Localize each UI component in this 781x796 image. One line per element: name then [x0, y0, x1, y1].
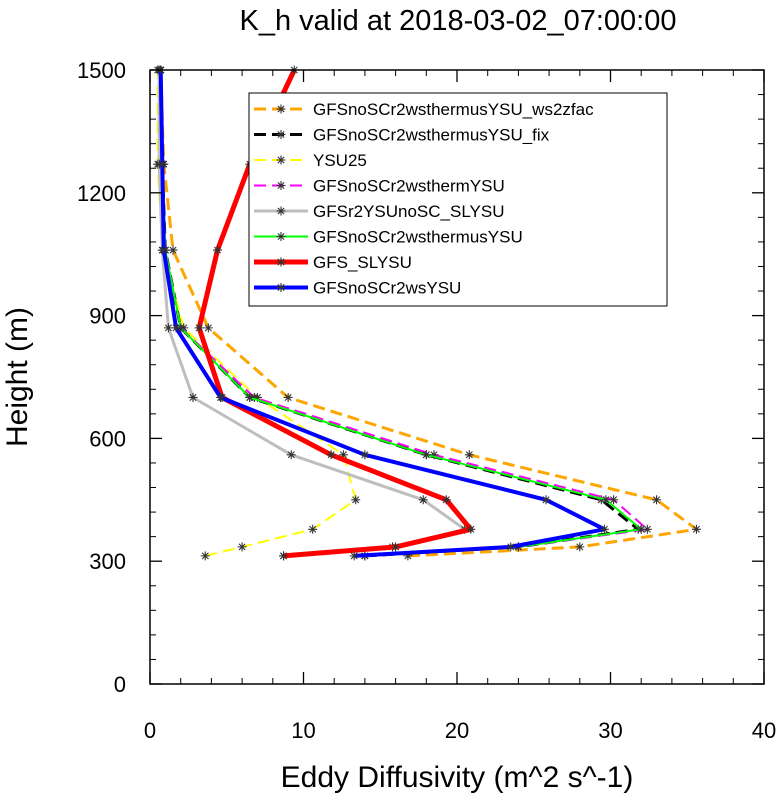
legend-entry: GFSnoSCr2wsYSU: [254, 279, 461, 298]
data-point: [171, 323, 181, 333]
data-point: [429, 450, 439, 460]
legend-entry: GFSnoSCr2wsthermusYSU_fix: [254, 126, 550, 145]
x-axis-title: Eddy Diffusivity (m^2 s^-1): [281, 761, 634, 794]
data-point: [575, 542, 585, 552]
data-point: [642, 524, 652, 534]
series-line: [158, 69, 607, 558]
data-point: [308, 524, 318, 534]
data-point: [360, 450, 370, 460]
y-tick-label: 0: [114, 672, 126, 697]
legend-marker: [276, 130, 286, 139]
data-point: [213, 245, 223, 255]
x-tick-label: 20: [445, 718, 469, 743]
legend-marker: [276, 257, 286, 267]
data-point: [464, 450, 474, 460]
legend-entry: GFSnoSCr2wsthermusYSU_ws2zfac: [254, 100, 594, 119]
data-point: [349, 551, 359, 561]
data-point: [279, 551, 289, 561]
legend-entry: GFSnoSCr2wsthermYSU: [254, 177, 505, 196]
data-point: [691, 524, 701, 534]
data-point: [168, 245, 178, 255]
data-point: [194, 323, 204, 333]
legend-marker: [276, 104, 286, 114]
plot-area: [153, 65, 701, 561]
y-tick-label: 900: [89, 304, 126, 329]
x-tick-label: 0: [144, 718, 156, 743]
series-line: [156, 70, 357, 557]
series-line: [196, 68, 474, 559]
axis-ticks: 0 10 20 30 40 0 300 600 900 1200 1500: [77, 58, 776, 743]
data-point: [159, 245, 169, 255]
data-point: [245, 392, 255, 402]
data-point: [176, 323, 186, 333]
data-point: [506, 542, 516, 552]
data-point: [351, 495, 361, 505]
data-point: [403, 551, 413, 561]
legend: GFSnoSCr2wsthermusYSU_ws2zfac GFSnoSCr2ws…: [248, 92, 668, 307]
y-tick-label: 1200: [77, 181, 126, 206]
y-tick-label: 1500: [77, 58, 126, 83]
x-tick-label: 10: [291, 718, 315, 743]
legend-label: GFSnoSCr2wsthermYSU: [313, 177, 505, 196]
data-point: [599, 524, 609, 534]
legend-label: GFSnoSCr2wsthermusYSU: [313, 228, 523, 247]
legend-marker: [276, 155, 286, 165]
chart-title: K_h valid at 2018-03-02_07:00:00: [240, 5, 677, 37]
data-point: [237, 542, 247, 552]
x-tick-label: 40: [752, 718, 776, 743]
legend-marker: [276, 181, 286, 190]
data-point: [421, 450, 431, 460]
data-point: [338, 450, 348, 460]
legend-label: GFSr2YSUnoSC_SLYSU: [313, 202, 504, 221]
data-point: [466, 524, 476, 534]
legend-marker: [276, 232, 286, 241]
legend-marker: [276, 206, 286, 216]
legend-label: YSU25: [313, 151, 367, 170]
legend-entry: YSU25: [254, 151, 367, 170]
data-point: [596, 495, 606, 505]
data-point: [157, 159, 167, 169]
y-tick-label: 600: [89, 426, 126, 451]
data-point: [441, 495, 451, 505]
data-point: [216, 392, 226, 402]
legend-marker: [276, 283, 286, 292]
y-tick-label: 300: [89, 549, 126, 574]
legend-label: GFS_SLYSU: [313, 253, 412, 272]
legend-label: GFSnoSCr2wsthermusYSU_ws2zfac: [313, 100, 594, 119]
data-point: [249, 392, 259, 402]
legend-box: [248, 92, 668, 307]
legend-label: GFSnoSCr2wsYSU: [313, 279, 461, 298]
data-point: [391, 542, 401, 552]
data-point: [286, 450, 296, 460]
data-point: [163, 323, 173, 333]
data-point: [418, 495, 428, 505]
y-axis-title: Height (m): [1, 307, 34, 447]
x-tick-label: 30: [598, 718, 622, 743]
data-point: [541, 495, 551, 505]
data-point: [203, 323, 213, 333]
legend-label: GFSnoSCr2wsthermusYSU_fix: [313, 126, 550, 145]
data-point: [601, 495, 611, 505]
data-point: [200, 551, 210, 561]
legend-entry: GFSr2YSUnoSC_SLYSU: [254, 202, 504, 221]
data-point: [609, 495, 619, 505]
data-point: [652, 495, 662, 505]
data-point: [188, 392, 198, 402]
legend-entry: GFSnoSCr2wsthermusYSU: [254, 228, 523, 247]
data-point: [283, 392, 293, 402]
series-line: [159, 69, 698, 558]
legend-entry: GFS_SLYSU: [254, 253, 412, 272]
data-point: [326, 450, 336, 460]
data-point: [636, 524, 646, 534]
